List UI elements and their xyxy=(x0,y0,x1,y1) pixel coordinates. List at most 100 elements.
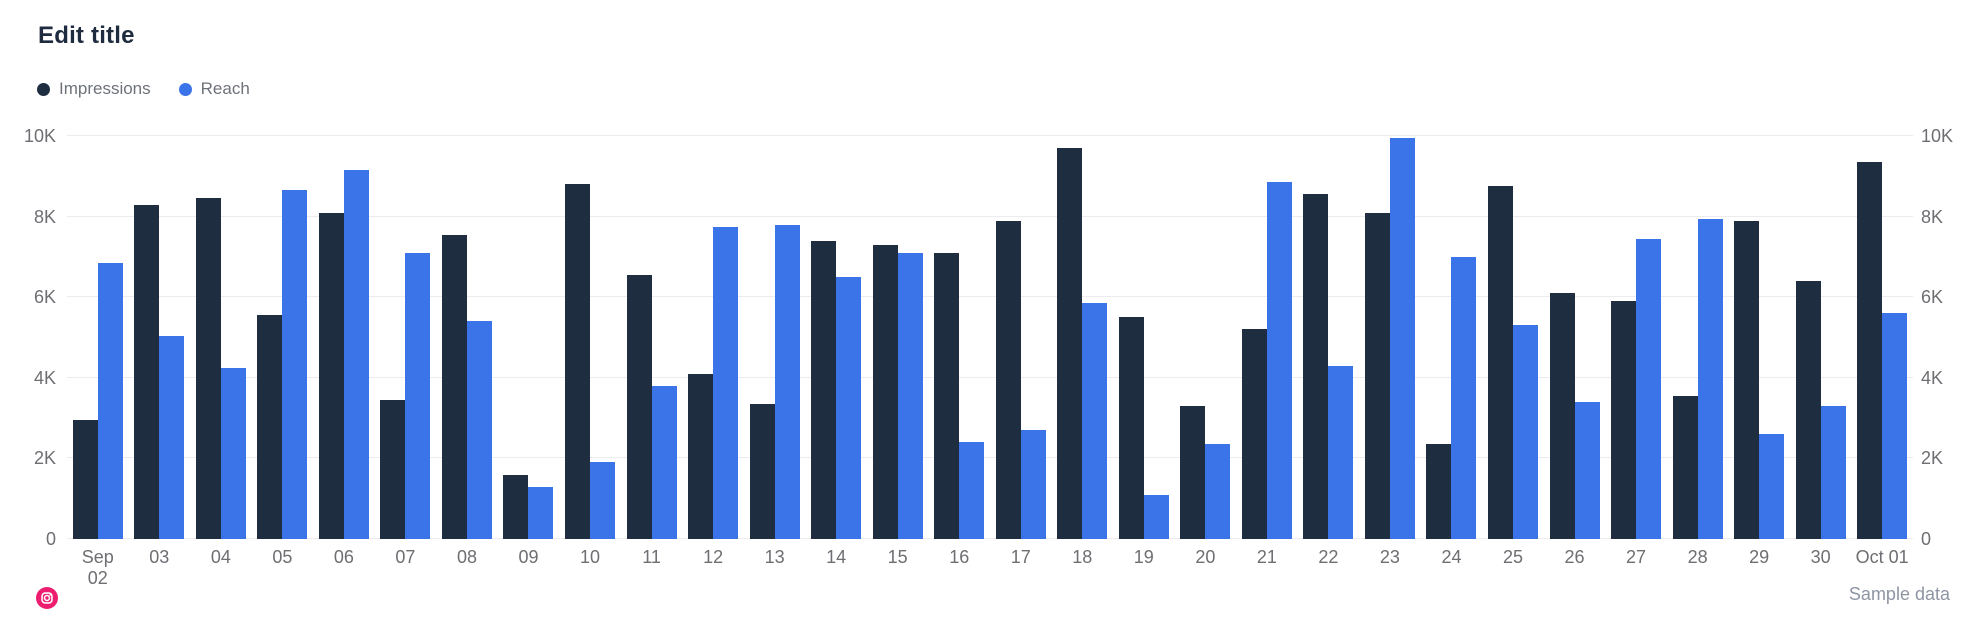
bar-impressions[interactable] xyxy=(1487,186,1513,539)
bar-group xyxy=(313,136,375,539)
x-tick-label: 25 xyxy=(1502,547,1523,567)
bar-reach[interactable] xyxy=(1389,138,1415,539)
bar-impressions[interactable] xyxy=(1795,281,1821,539)
bar-reach[interactable] xyxy=(1328,365,1354,539)
bar-group xyxy=(1544,136,1606,539)
bar-impressions[interactable] xyxy=(749,404,775,539)
bar-reach[interactable] xyxy=(959,442,985,539)
bar-impressions[interactable] xyxy=(1857,162,1883,539)
bar-group xyxy=(990,136,1052,539)
y-tick-label: 8K xyxy=(33,206,56,227)
bar-group xyxy=(559,136,621,539)
bar-reach[interactable] xyxy=(897,252,923,539)
bar-impressions[interactable] xyxy=(441,234,467,539)
bar-reach[interactable] xyxy=(466,321,492,539)
bar-reach[interactable] xyxy=(1020,430,1046,539)
chart-title[interactable]: Edit title xyxy=(38,22,135,49)
bar-impressions[interactable] xyxy=(380,399,406,539)
bar-reach[interactable] xyxy=(1266,182,1292,539)
bar-reach[interactable] xyxy=(1082,303,1108,539)
instagram-icon[interactable] xyxy=(36,587,58,609)
x-tick-label: 04 xyxy=(210,547,231,567)
gridline xyxy=(67,296,1913,298)
bar-reach[interactable] xyxy=(220,367,246,539)
gridline xyxy=(67,376,1913,378)
bar-reach[interactable] xyxy=(590,462,616,539)
bar-impressions[interactable] xyxy=(995,220,1021,539)
bar-reach[interactable] xyxy=(1205,444,1231,539)
x-tick-label: 29 xyxy=(1749,547,1770,567)
bar-reach[interactable] xyxy=(1143,494,1169,539)
bar-reach[interactable] xyxy=(97,262,123,539)
bar-reach[interactable] xyxy=(159,335,185,539)
bar-impressions[interactable] xyxy=(688,373,714,539)
bar-group xyxy=(129,136,191,539)
bar-reach[interactable] xyxy=(836,277,862,539)
bar-reach[interactable] xyxy=(528,486,554,539)
bar-impressions[interactable] xyxy=(318,212,344,539)
bar-reach[interactable] xyxy=(405,252,431,539)
bar-group xyxy=(1851,136,1913,539)
gridline xyxy=(67,215,1913,217)
bar-impressions[interactable] xyxy=(626,275,652,539)
x-tick-label: 16 xyxy=(949,547,970,567)
bar-impressions[interactable] xyxy=(872,244,898,539)
bar-impressions[interactable] xyxy=(1611,301,1637,539)
x-tick-label: 26 xyxy=(1564,547,1585,567)
bar-reach[interactable] xyxy=(1451,256,1477,539)
bar-impressions[interactable] xyxy=(1180,406,1206,539)
bar-impressions[interactable] xyxy=(257,315,283,539)
x-axis: Sep 02 03 04 05 06 07 08 09 10 11 12 13 14 15 16 17 18 19 2… xyxy=(67,547,1913,589)
bar-impressions[interactable] xyxy=(1549,293,1575,539)
bar-reach[interactable] xyxy=(713,226,739,539)
bar-reach[interactable] xyxy=(343,170,369,539)
x-tick-label: 22 xyxy=(1318,547,1339,567)
bar-impressions[interactable] xyxy=(195,198,221,539)
bar-impressions[interactable] xyxy=(1364,212,1390,539)
bar-impressions[interactable] xyxy=(1426,444,1452,539)
x-tick-label: 28 xyxy=(1687,547,1708,567)
x-tick-label: 09 xyxy=(518,547,539,567)
impressions-dot-icon xyxy=(37,82,50,96)
bar-impressions[interactable] xyxy=(1118,317,1144,539)
bar-reach[interactable] xyxy=(651,385,677,539)
bar-impressions[interactable] xyxy=(1241,329,1267,539)
bar-impressions[interactable] xyxy=(811,240,837,539)
bar-impressions[interactable] xyxy=(134,204,160,539)
x-tick-label: 30 xyxy=(1810,547,1831,567)
bar-impressions[interactable] xyxy=(1057,148,1083,539)
bar-impressions[interactable] xyxy=(1303,194,1329,539)
bar-group xyxy=(190,136,252,539)
bar-group xyxy=(252,136,314,539)
bar-group xyxy=(1482,136,1544,539)
bar-reach[interactable] xyxy=(774,224,800,539)
bar-impressions[interactable] xyxy=(565,184,591,539)
bar-impressions[interactable] xyxy=(503,474,529,539)
legend-item-reach[interactable]: Reach xyxy=(178,79,250,99)
bar-impressions[interactable] xyxy=(72,420,98,539)
bar-impressions[interactable] xyxy=(1672,395,1698,539)
bar-group xyxy=(867,136,929,539)
legend-item-impressions[interactable]: Impressions xyxy=(37,79,151,99)
bar-reach[interactable] xyxy=(1574,401,1600,539)
plot-area xyxy=(67,135,1913,539)
bar-reach[interactable] xyxy=(282,190,308,539)
y-tick-label: 6K xyxy=(1921,287,1944,308)
bar-reach[interactable] xyxy=(1882,313,1908,539)
bar-impressions[interactable] xyxy=(934,252,960,539)
y-tick-label: 8K xyxy=(1921,206,1944,227)
bar-impressions[interactable] xyxy=(1734,220,1760,539)
y-tick-label: 6K xyxy=(33,287,56,308)
bar-reach[interactable] xyxy=(1636,238,1662,539)
bar-reach[interactable] xyxy=(1820,406,1846,539)
bar-group xyxy=(1667,136,1729,539)
bar-group xyxy=(1421,136,1483,539)
x-tick-label: 27 xyxy=(1626,547,1647,567)
y-axis-right: 0 2K 4K 6K 8K 10K xyxy=(1921,127,1983,548)
x-tick-label: 17 xyxy=(1010,547,1031,567)
y-tick-label: 10K xyxy=(1921,126,1954,146)
bar-reach[interactable] xyxy=(1697,218,1723,539)
bar-reach[interactable] xyxy=(1759,434,1785,539)
bar-reach[interactable] xyxy=(1512,325,1538,539)
